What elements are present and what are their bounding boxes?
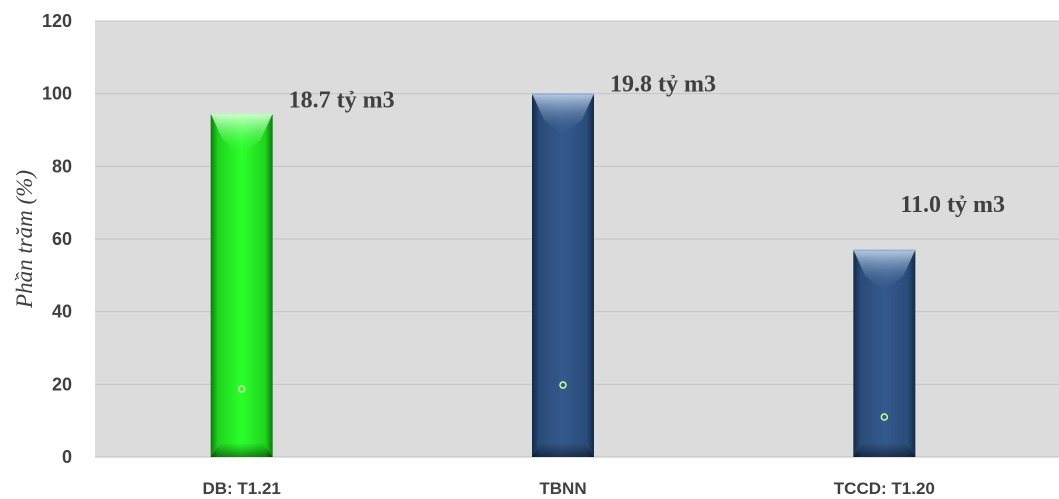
bar-1 bbox=[532, 93, 594, 458]
y-tick-label: 20 bbox=[52, 374, 72, 394]
bars bbox=[210, 93, 916, 458]
x-tick-label: DB: T1.21 bbox=[202, 479, 280, 498]
data-label: 19.8 tỷ m3 bbox=[610, 72, 716, 98]
bar-bevel-top bbox=[210, 113, 273, 156]
data-label: 18.7 tỷ m3 bbox=[289, 88, 395, 114]
y-tick-label: 40 bbox=[52, 302, 72, 322]
y-tick-label: 0 bbox=[62, 447, 72, 467]
bar-2 bbox=[853, 249, 916, 457]
x-tick-label: TBNN bbox=[539, 479, 586, 498]
bar-bevel-bottom bbox=[210, 443, 273, 457]
y-tick-label: 60 bbox=[52, 229, 72, 249]
marker-point bbox=[880, 413, 889, 421]
data-label: 11.0 tỷ m3 bbox=[900, 192, 1005, 218]
x-tick-label: TCCD: T1.20 bbox=[834, 479, 935, 498]
bar-body bbox=[210, 113, 273, 458]
bar-bevel-bottom bbox=[532, 443, 594, 457]
labels: 0 20 40 60 80 100 120 18.7 tỷ m3 DB: T1.21 19.8 t… bbox=[42, 11, 1005, 498]
y-axis-title: Phần trăm (%) bbox=[12, 170, 37, 309]
y-tick-label: 120 bbox=[42, 11, 72, 31]
bar-bevel-top bbox=[853, 249, 916, 292]
bar-body bbox=[532, 93, 594, 458]
marker-point bbox=[559, 381, 567, 389]
y-tick-label: 100 bbox=[42, 84, 72, 104]
y-tick-label: 80 bbox=[52, 156, 72, 176]
marker-point bbox=[237, 385, 246, 393]
bar-0 bbox=[210, 113, 273, 458]
bar-bevel-top bbox=[532, 93, 594, 136]
bar-bevel-bottom bbox=[853, 443, 916, 457]
